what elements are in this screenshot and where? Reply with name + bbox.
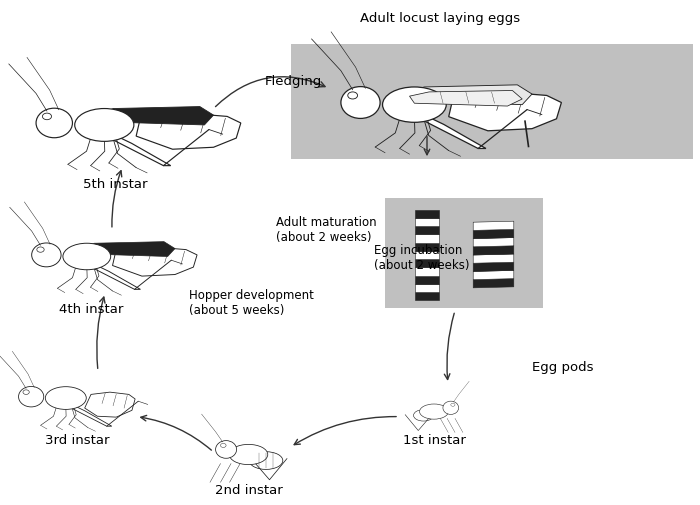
- Bar: [290, 44, 693, 159]
- Polygon shape: [410, 90, 522, 106]
- Ellipse shape: [230, 444, 267, 465]
- Ellipse shape: [46, 387, 86, 410]
- Bar: [414, 242, 440, 251]
- Polygon shape: [473, 221, 514, 230]
- Ellipse shape: [414, 410, 433, 421]
- Text: 2nd instar: 2nd instar: [215, 484, 282, 497]
- Text: 4th instar: 4th instar: [59, 302, 123, 316]
- Polygon shape: [473, 238, 514, 247]
- Bar: [414, 284, 440, 292]
- Polygon shape: [95, 107, 214, 125]
- Polygon shape: [473, 271, 514, 280]
- Ellipse shape: [341, 86, 380, 119]
- Ellipse shape: [419, 404, 449, 419]
- Ellipse shape: [18, 386, 43, 407]
- Bar: [414, 251, 440, 259]
- Polygon shape: [449, 92, 561, 131]
- Polygon shape: [424, 117, 486, 148]
- Ellipse shape: [37, 247, 44, 252]
- Text: 3rd instar: 3rd instar: [45, 434, 109, 447]
- Ellipse shape: [451, 403, 455, 406]
- Ellipse shape: [220, 443, 226, 447]
- Polygon shape: [405, 85, 532, 105]
- Ellipse shape: [32, 243, 61, 267]
- Ellipse shape: [23, 390, 29, 394]
- Ellipse shape: [36, 108, 72, 138]
- Text: Egg incubation
(about 2 weeks): Egg incubation (about 2 weeks): [374, 243, 470, 272]
- Ellipse shape: [382, 87, 447, 122]
- Text: 1st instar: 1st instar: [402, 434, 466, 447]
- Polygon shape: [136, 113, 241, 149]
- Ellipse shape: [216, 440, 237, 459]
- Polygon shape: [473, 246, 514, 255]
- Bar: [414, 276, 440, 284]
- Polygon shape: [79, 242, 175, 257]
- Polygon shape: [473, 254, 514, 263]
- Text: Egg pods: Egg pods: [532, 361, 594, 374]
- Ellipse shape: [75, 109, 134, 141]
- Polygon shape: [72, 406, 112, 426]
- Ellipse shape: [63, 243, 111, 270]
- Ellipse shape: [249, 451, 283, 470]
- Polygon shape: [473, 229, 514, 239]
- Text: Hopper development
(about 5 weeks): Hopper development (about 5 weeks): [189, 289, 314, 317]
- Text: Adult locust laying eggs: Adult locust laying eggs: [360, 12, 519, 25]
- Bar: [414, 234, 440, 242]
- Bar: [414, 210, 440, 218]
- Text: Fledging: Fledging: [265, 75, 322, 88]
- Bar: [385, 198, 542, 308]
- Polygon shape: [94, 266, 141, 289]
- Ellipse shape: [443, 401, 459, 415]
- Ellipse shape: [43, 113, 52, 120]
- Bar: [414, 268, 440, 276]
- Polygon shape: [473, 279, 514, 288]
- Bar: [414, 259, 440, 268]
- Text: 5th instar: 5th instar: [83, 178, 148, 191]
- Ellipse shape: [348, 92, 358, 99]
- Text: Adult maturation
(about 2 weeks): Adult maturation (about 2 weeks): [276, 216, 377, 244]
- Polygon shape: [85, 392, 135, 417]
- Bar: [414, 292, 440, 300]
- Polygon shape: [113, 137, 171, 166]
- Polygon shape: [473, 262, 514, 272]
- Polygon shape: [113, 247, 197, 276]
- Bar: [414, 218, 440, 226]
- Bar: [414, 226, 440, 234]
